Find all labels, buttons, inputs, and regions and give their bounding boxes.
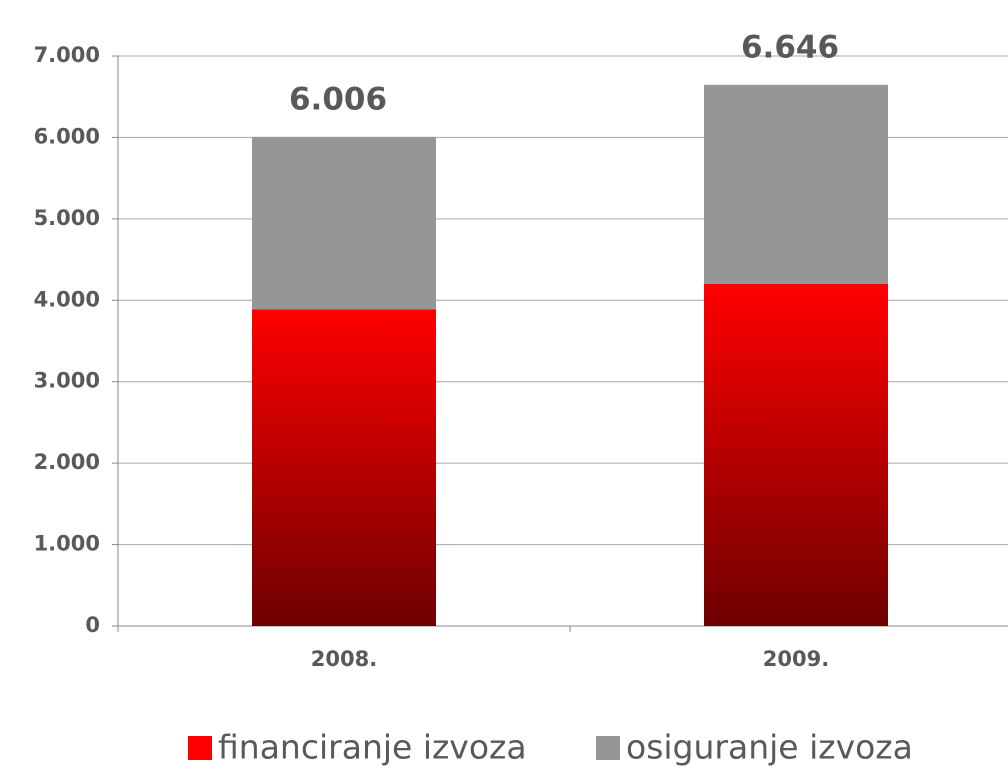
y-tick-label: 2.000 [34, 450, 100, 474]
bar-segment [252, 136, 436, 310]
legend-swatch [188, 736, 212, 760]
bar-segment [704, 284, 888, 626]
total-label: 6.646 [741, 29, 839, 65]
bar-segment [252, 309, 436, 626]
legend-label: osiguranje izvoza [626, 728, 913, 767]
y-tick-label: 5.000 [34, 206, 100, 230]
total-label: 6.006 [289, 81, 387, 117]
y-tick-label: 1.000 [34, 532, 100, 556]
x-tick-label: 2009. [763, 647, 829, 671]
x-tick-label: 2008. [311, 647, 377, 671]
legend-label: financiranje izvoza [218, 728, 527, 767]
bar-segment [704, 84, 888, 284]
y-tick-label: 7.000 [34, 43, 100, 67]
y-tick-label: 0 [85, 613, 100, 637]
y-tick-label: 6.000 [34, 124, 100, 148]
y-tick-label: 3.000 [34, 369, 100, 393]
y-tick-label: 4.000 [34, 287, 100, 311]
legend-swatch [596, 736, 620, 760]
